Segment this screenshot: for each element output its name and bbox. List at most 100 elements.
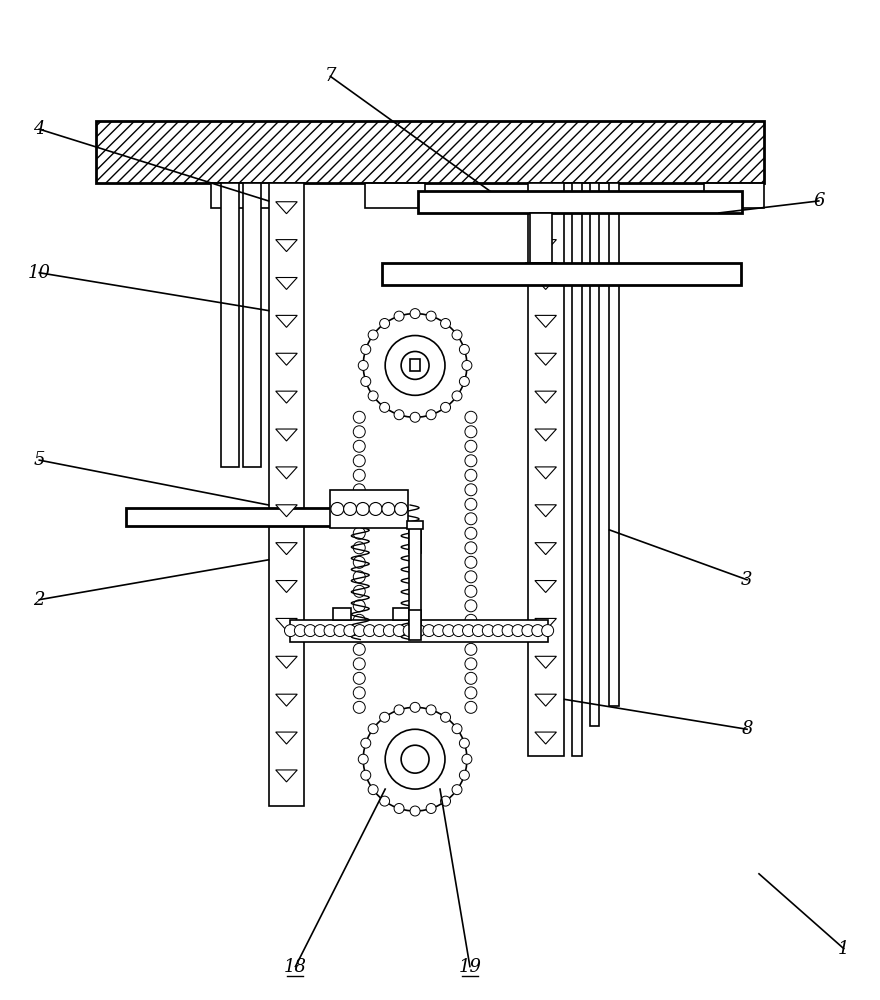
Circle shape xyxy=(465,469,477,481)
Circle shape xyxy=(465,542,477,554)
Bar xyxy=(528,183,563,756)
Circle shape xyxy=(465,571,477,583)
Circle shape xyxy=(353,643,365,655)
Polygon shape xyxy=(535,202,556,214)
Polygon shape xyxy=(275,656,297,668)
Text: 6: 6 xyxy=(813,192,825,210)
Bar xyxy=(530,213,552,263)
Circle shape xyxy=(452,625,465,637)
Circle shape xyxy=(465,672,477,684)
Circle shape xyxy=(452,391,462,401)
Polygon shape xyxy=(535,353,556,365)
Circle shape xyxy=(465,455,477,467)
Circle shape xyxy=(410,702,420,712)
Circle shape xyxy=(368,724,378,734)
Circle shape xyxy=(459,376,469,386)
Bar xyxy=(268,183,304,806)
Circle shape xyxy=(363,707,467,811)
Circle shape xyxy=(369,502,382,515)
Circle shape xyxy=(353,426,365,438)
Circle shape xyxy=(368,391,378,401)
Polygon shape xyxy=(535,391,556,403)
Circle shape xyxy=(426,311,436,321)
Bar xyxy=(704,183,764,208)
Circle shape xyxy=(344,625,356,637)
Circle shape xyxy=(394,803,404,813)
Circle shape xyxy=(353,672,365,684)
Circle shape xyxy=(356,502,370,515)
Bar xyxy=(410,359,420,371)
Circle shape xyxy=(353,484,365,496)
Polygon shape xyxy=(535,543,556,555)
Circle shape xyxy=(353,658,365,670)
Polygon shape xyxy=(535,240,556,252)
Text: 4: 4 xyxy=(33,120,45,138)
Polygon shape xyxy=(535,278,556,289)
Circle shape xyxy=(459,770,469,780)
Polygon shape xyxy=(535,732,556,744)
Circle shape xyxy=(465,498,477,510)
Circle shape xyxy=(459,344,469,354)
Circle shape xyxy=(358,754,368,764)
Polygon shape xyxy=(275,581,297,593)
Circle shape xyxy=(465,585,477,597)
Bar xyxy=(126,508,341,526)
Bar xyxy=(243,183,260,467)
Circle shape xyxy=(452,785,462,795)
Circle shape xyxy=(452,724,462,734)
Polygon shape xyxy=(275,353,297,365)
Circle shape xyxy=(463,625,474,637)
Circle shape xyxy=(394,311,404,321)
Circle shape xyxy=(465,701,477,713)
Circle shape xyxy=(361,344,370,354)
Circle shape xyxy=(373,625,385,637)
Circle shape xyxy=(353,701,365,713)
Polygon shape xyxy=(275,315,297,327)
Bar xyxy=(210,183,270,208)
Circle shape xyxy=(353,542,365,554)
Bar xyxy=(407,521,423,529)
Circle shape xyxy=(361,770,370,780)
Circle shape xyxy=(465,426,477,438)
Circle shape xyxy=(368,330,378,340)
Circle shape xyxy=(353,571,365,583)
Polygon shape xyxy=(275,618,297,630)
Circle shape xyxy=(401,351,429,379)
Text: 3: 3 xyxy=(741,571,752,589)
Circle shape xyxy=(353,614,365,626)
Circle shape xyxy=(465,513,477,525)
Polygon shape xyxy=(275,770,297,782)
Polygon shape xyxy=(535,618,556,630)
Circle shape xyxy=(443,625,455,637)
Circle shape xyxy=(353,513,365,525)
Circle shape xyxy=(353,527,365,539)
Polygon shape xyxy=(275,240,297,252)
Circle shape xyxy=(353,411,365,423)
Circle shape xyxy=(324,625,336,637)
Circle shape xyxy=(465,484,477,496)
Circle shape xyxy=(473,625,484,637)
Circle shape xyxy=(314,625,326,637)
Text: 2: 2 xyxy=(33,591,45,609)
Polygon shape xyxy=(535,581,556,593)
Circle shape xyxy=(423,625,435,637)
Circle shape xyxy=(353,469,365,481)
Circle shape xyxy=(358,360,368,370)
Polygon shape xyxy=(275,505,297,517)
Circle shape xyxy=(385,729,445,789)
Circle shape xyxy=(353,585,365,597)
Circle shape xyxy=(410,309,420,319)
Circle shape xyxy=(482,625,495,637)
Circle shape xyxy=(361,376,370,386)
Bar xyxy=(96,121,764,183)
Bar xyxy=(590,183,599,726)
Text: 18: 18 xyxy=(284,958,307,976)
Circle shape xyxy=(368,785,378,795)
Circle shape xyxy=(465,440,477,452)
Circle shape xyxy=(426,410,436,420)
Circle shape xyxy=(465,614,477,626)
Circle shape xyxy=(353,687,365,699)
Circle shape xyxy=(403,625,415,637)
Circle shape xyxy=(522,625,534,637)
Circle shape xyxy=(512,625,524,637)
